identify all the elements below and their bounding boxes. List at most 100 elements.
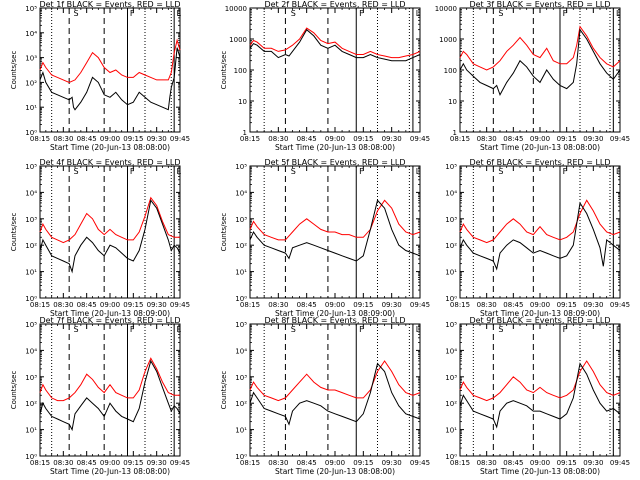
event-marker-label: F [130,325,135,334]
event-marker-label: S [74,167,79,176]
event-marker-label: F [359,167,364,176]
x-tick-label: 08:30 [268,459,288,467]
y-tick-label: 10³ [445,216,457,224]
event-marker-label: L [616,325,621,334]
x-tick-label: 08:15 [450,301,470,309]
event-marker-label: L [416,9,421,18]
y-tick-label: 10¹ [25,104,37,112]
event-marker-label: S [291,325,296,334]
panel-6: Det 6f BLACK = Events, RED = LLD 10⁰ 10¹ 10… [445,158,630,318]
event-marker-label: L [177,9,182,18]
x-tick-label: 08:15 [30,459,50,467]
event-marker-label: L [416,167,421,176]
y-tick-label: 10⁵ [235,163,247,171]
x-tick-label: 08:45 [297,135,317,143]
x-axis-label: Start Time (20-Jun-13 08:09:00) [275,309,395,318]
y-tick-label: 10² [235,242,247,250]
x-tick-label: 08:30 [268,301,288,309]
event-marker-label: F [130,9,135,18]
x-tick-label: 09:45 [410,135,430,143]
x-tick-label: 09:00 [530,135,550,143]
event-marker-label: L [416,325,421,334]
y-tick-label: 10⁰ [25,295,37,303]
event-marker-label: L [177,167,182,176]
x-tick-label: 09:30 [382,459,402,467]
series-events-line [39,199,181,274]
y-axis-label: Counts/sec [10,51,18,90]
x-axis-label: Start Time (20-Jun-13 08:08:00) [480,143,600,152]
series-events-line [39,47,181,111]
y-tick-label: 10⁴ [445,347,457,355]
panel-5: Det 5f BLACK = Events, RED = LLD 10⁰ 10¹ 10… [220,158,430,318]
y-tick-label: 10⁰ [25,453,37,461]
series-lld-line [459,360,621,402]
x-axis-label: Start Time (20-Jun-13 08:08:00) [275,467,395,476]
event-marker-label: F [359,325,364,334]
y-tick-label: 10³ [235,374,247,382]
x-tick-label: 09:45 [170,135,190,143]
y-tick-label: 10⁴ [25,189,37,197]
y-tick-label: 1 [243,129,247,137]
y-tick-label: 10³ [25,216,37,224]
series-lld-line [249,360,421,402]
event-marker-label: L [616,9,621,18]
y-tick-label: 10² [25,400,37,408]
x-tick-label: 08:15 [450,135,470,143]
x-tick-label: 09:15 [123,135,143,143]
x-tick-label: 09:45 [410,459,430,467]
y-tick-label: 10⁵ [25,163,37,171]
series-events-line [459,362,621,429]
x-tick-label: 09:45 [170,459,190,467]
x-tick-label: 08:30 [477,301,497,309]
panel-title: Det 2f BLACK = Events, RED = LLD [264,0,405,9]
y-tick-label: 10⁴ [25,30,37,38]
x-tick-label: 09:00 [100,301,120,309]
panel-3: Det 3f BLACK = Events, RED = LLD 1 10 100 10… [435,0,630,152]
y-axis-label: Counts/sec [10,213,18,252]
y-tick-label: 10000 [225,5,247,13]
x-tick-label: 08:15 [450,459,470,467]
event-marker-label: S [74,9,79,18]
event-marker-label: F [130,167,135,176]
plot-frame [39,7,181,133]
series-events-line [249,28,421,62]
y-tick-label: 10⁵ [25,5,37,13]
event-marker-label: L [177,325,182,334]
x-axis-label: Start Time (20-Jun-13 08:08:00) [50,467,170,476]
x-tick-label: 09:15 [557,301,577,309]
y-axis-label: Counts/sec [10,371,18,410]
panel-title: Det 7f BLACK = Events, RED = LLD [39,316,180,325]
y-tick-label: 10³ [445,374,457,382]
y-axis-label: Counts/sec [220,371,228,410]
y-tick-label: 10⁵ [235,321,247,329]
panel-9: Det 9f BLACK = Events, RED = LLD 10⁰ 10¹ 10… [445,316,630,476]
series-events-line [459,201,621,271]
x-tick-label: 08:30 [53,301,73,309]
event-marker-label: F [563,325,568,334]
y-tick-label: 10¹ [25,269,37,277]
y-tick-label: 10³ [235,216,247,224]
x-tick-label: 08:15 [240,301,260,309]
event-marker-label: S [498,9,503,18]
x-tick-label: 09:45 [610,301,630,309]
x-tick-label: 08:15 [30,135,50,143]
series-lld-line [459,25,621,71]
y-tick-label: 10⁵ [25,321,37,329]
y-tick-label: 10² [25,242,37,250]
x-tick-label: 08:30 [53,459,73,467]
y-tick-label: 10³ [25,55,37,63]
event-marker-label: F [563,167,568,176]
x-tick-label: 08:15 [30,301,50,309]
y-tick-label: 10⁰ [235,295,247,303]
x-tick-label: 09:15 [353,135,373,143]
y-axis-label: Counts/sec [220,51,228,90]
panel-title: Det 4f BLACK = Events, RED = LLD [39,158,180,167]
panel-title: Det 5f BLACK = Events, RED = LLD [264,158,405,167]
y-tick-label: 10⁰ [445,453,457,461]
x-tick-label: 09:15 [353,459,373,467]
y-tick-label: 10⁰ [235,453,247,461]
y-tick-label: 1000 [229,36,247,44]
x-tick-label: 09:30 [583,301,603,309]
x-tick-label: 09:30 [382,135,402,143]
y-tick-label: 10¹ [235,427,247,435]
